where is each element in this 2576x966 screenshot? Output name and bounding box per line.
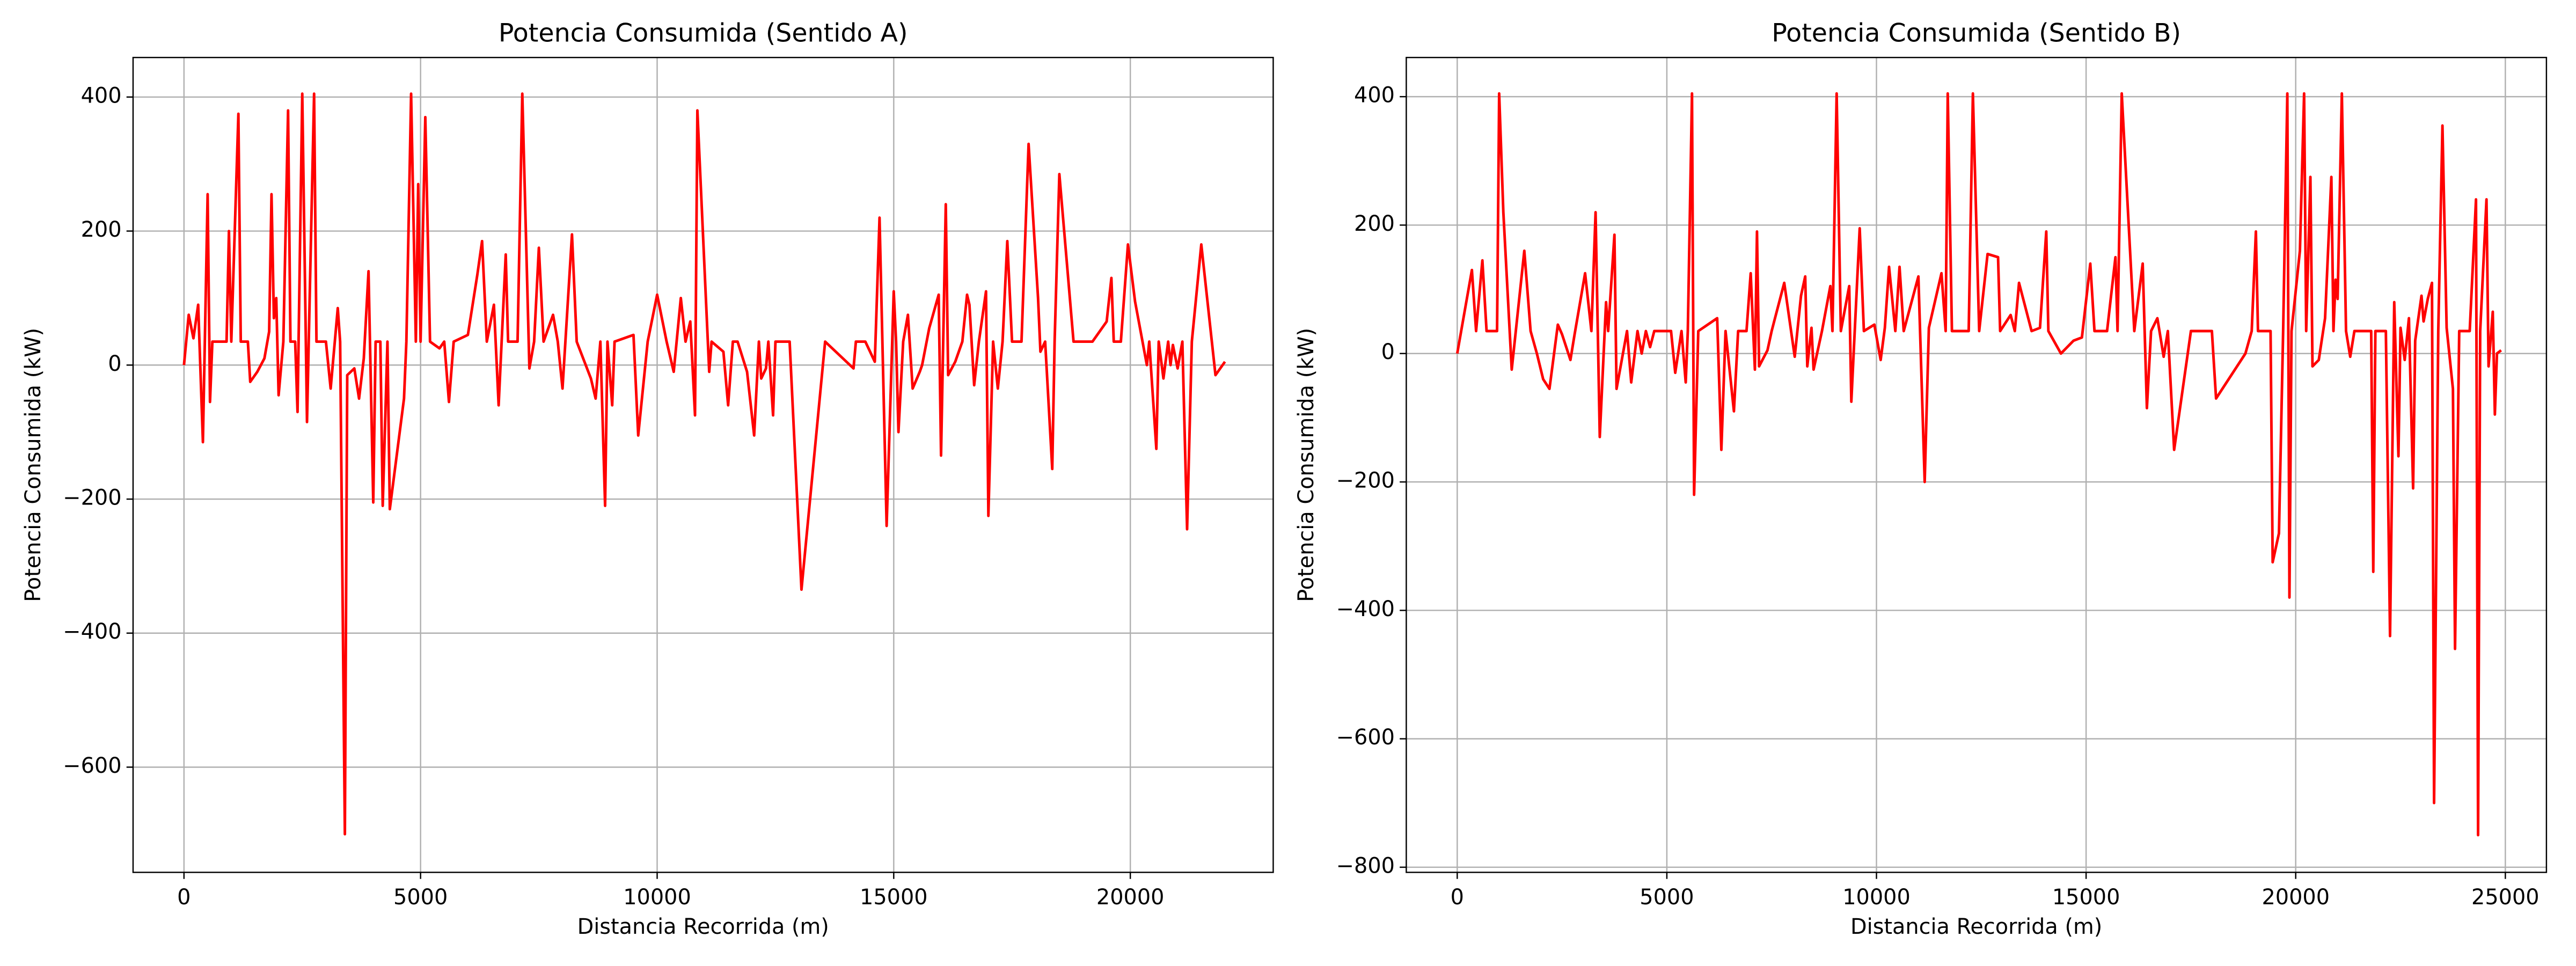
- data-line: [182, 92, 1226, 836]
- y-tick-label: 200: [81, 217, 122, 242]
- x-axis-label: Distancia Recorrida (m): [577, 914, 829, 939]
- y-axis-label: Potencia Consumida (kW): [1294, 328, 1319, 602]
- x-tick-label: 25000: [2471, 885, 2540, 910]
- x-tick-label: 10000: [623, 885, 691, 910]
- x-tick-label: 10000: [1842, 885, 1911, 910]
- y-tick-label: 0: [108, 352, 121, 376]
- y-tick-label: 0: [1381, 340, 1395, 364]
- axes-frame: [1406, 56, 2548, 873]
- x-tick-label: 20000: [2262, 885, 2330, 910]
- x-tick-label: 5000: [1640, 885, 1694, 910]
- axes-frame: [132, 56, 1274, 873]
- y-tick-label: 400: [1354, 83, 1395, 108]
- y-axis-label: Potencia Consumida (kW): [21, 328, 46, 602]
- y-tick-label: −200: [1336, 469, 1395, 493]
- y-tick-label: −400: [63, 619, 121, 644]
- y-tick-label: 400: [81, 83, 122, 108]
- x-tick-label: 5000: [393, 885, 448, 910]
- y-tick-label: −400: [1336, 597, 1395, 621]
- x-tick-label: 15000: [860, 885, 928, 910]
- chart-title: Potencia Consumida (Sentido A): [499, 18, 908, 48]
- plot-area: [133, 57, 1274, 873]
- x-tick-label: 0: [177, 885, 191, 910]
- y-tick-label: −200: [63, 486, 121, 510]
- x-axis-label: Distancia Recorrida (m): [1850, 914, 2102, 939]
- y-tick-label: 200: [1354, 211, 1395, 236]
- x-tick-label: 20000: [1096, 885, 1165, 910]
- y-tick-label: −800: [1336, 853, 1395, 878]
- data-line: [1455, 92, 2502, 837]
- x-tick-label: 15000: [2052, 885, 2120, 910]
- y-tick-label: −600: [1336, 725, 1395, 750]
- x-tick-label: 0: [1451, 885, 1464, 910]
- chart-title: Potencia Consumida (Sentido B): [1772, 18, 2181, 48]
- y-tick-label: −600: [63, 753, 121, 778]
